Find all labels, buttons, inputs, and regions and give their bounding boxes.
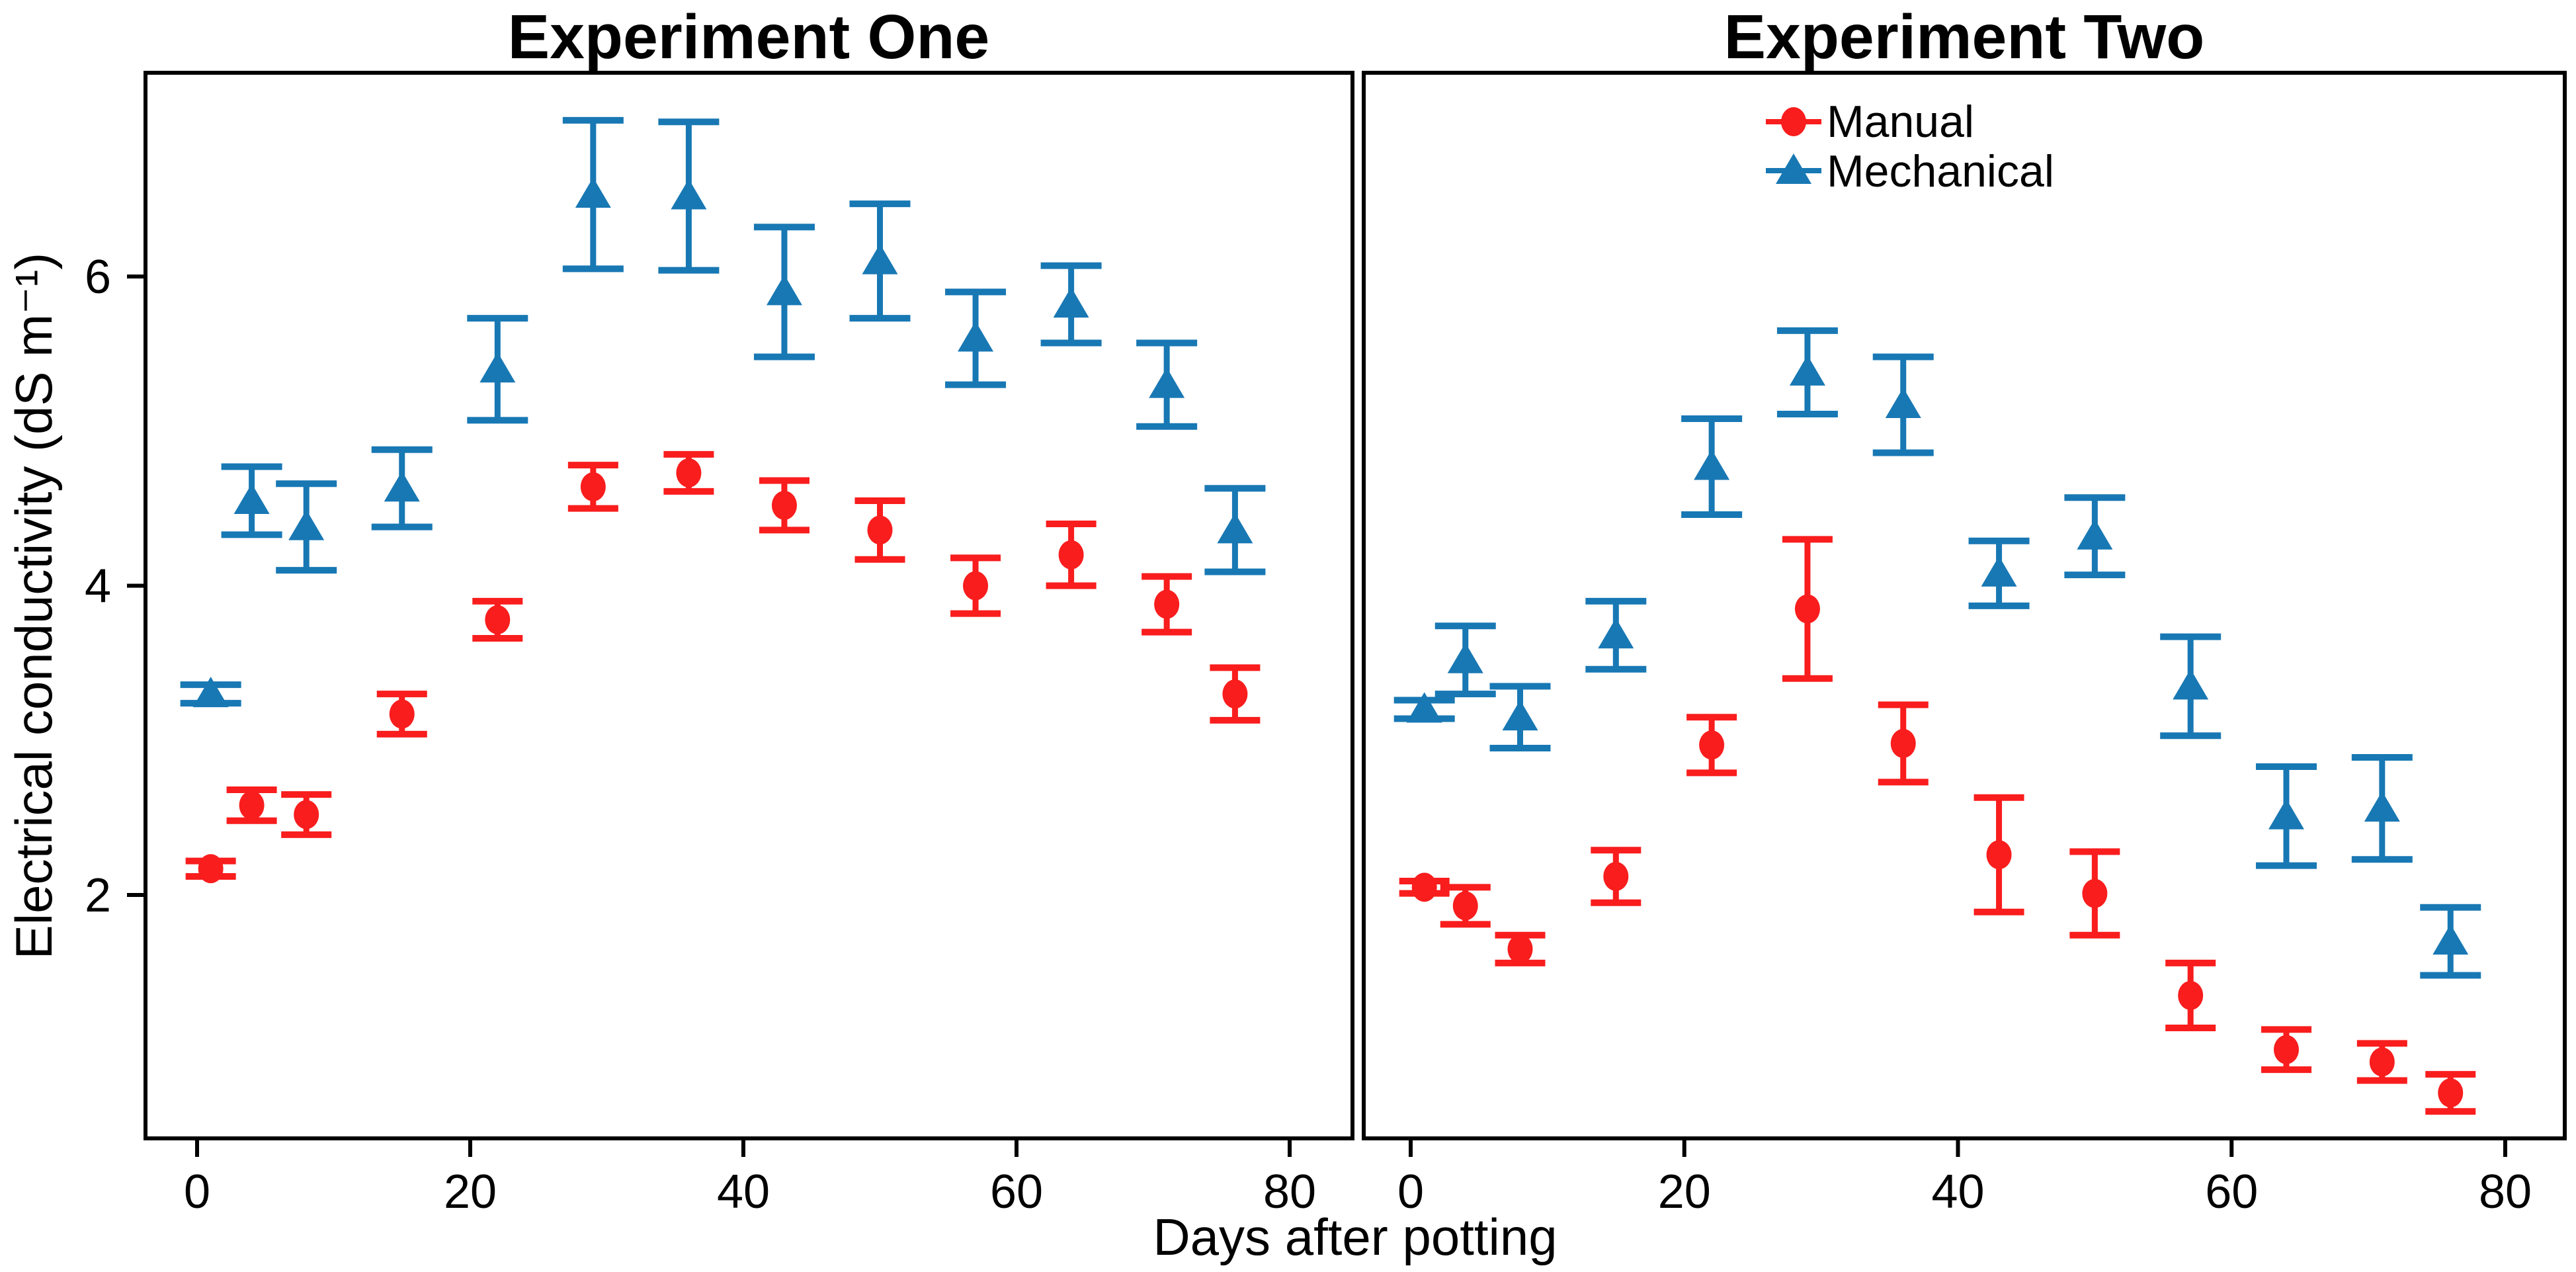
data-point-experiment-two-manual [1794,594,1820,624]
x-tick-label: 20 [444,1166,497,1218]
data-point-experiment-two-mechanical [1406,692,1442,723]
data-point-experiment-one-mechanical [862,243,898,275]
y-tick-label: 2 [85,869,111,922]
data-point-experiment-two-manual [2438,1078,2464,1108]
data-point-experiment-one-manual [389,699,415,729]
data-point-experiment-two-mechanical [2077,519,2113,550]
data-point-experiment-one-mechanical [671,179,707,210]
data-point-experiment-one-manual [1154,589,1180,619]
data-point-experiment-two-mechanical [2173,669,2209,700]
x-tick-label: 80 [2479,1166,2532,1218]
data-point-experiment-one-manual [771,490,797,520]
data-point-experiment-one-mechanical [233,483,270,514]
data-point-experiment-two-mechanical [1447,642,1483,673]
legend-key-marker-mechanical [1776,153,1811,184]
data-point-experiment-two-manual [2274,1035,2299,1064]
data-point-experiment-two-mechanical [1598,618,1634,649]
panel-border-experiment-two [1362,71,2567,1140]
data-point-experiment-two-mechanical [1885,388,1921,419]
data-point-experiment-one-mechanical [479,352,516,383]
x-tick-label: 0 [184,1166,210,1218]
legend-label-manual: Manual [1827,97,1974,147]
data-point-experiment-two-manual [2082,878,2108,908]
data-point-experiment-one-mechanical [288,509,325,540]
data-point-experiment-two-manual [1507,934,1533,964]
data-point-experiment-two-manual [2369,1047,2395,1077]
data-point-experiment-two-mechanical [2432,924,2469,955]
data-point-experiment-one-mechanical [1053,287,1089,318]
data-point-experiment-two-manual [1699,730,1725,760]
x-tick-label: 80 [1263,1166,1316,1218]
panel-border-experiment-one [144,71,1354,1140]
y-tick-label: 4 [85,560,111,613]
data-point-experiment-one-manual [1058,540,1084,570]
data-point-experiment-one-manual [1222,679,1248,709]
data-point-experiment-two-mechanical [2364,791,2400,822]
data-point-experiment-one-mechanical [192,677,229,708]
x-tick-label: 60 [990,1166,1043,1218]
data-point-experiment-two-manual [1986,840,2012,870]
data-point-experiment-one-manual [580,472,606,501]
data-point-experiment-two-manual [1452,891,1478,921]
data-point-experiment-one-mechanical [1149,367,1185,398]
data-point-experiment-one-manual [485,605,511,634]
x-tick-label: 40 [1931,1166,1984,1218]
legend-key-marker-manual [1781,107,1806,136]
data-point-experiment-one-mechanical [958,321,994,352]
panel-title-experiment-one: Experiment One [508,2,990,72]
x-axis-title: Days after potting [1153,1208,1557,1266]
data-point-experiment-two-mechanical [1789,355,1825,386]
data-point-experiment-one-manual [294,800,319,829]
data-point-experiment-one-mechanical [1217,513,1253,544]
data-point-experiment-two-mechanical [1694,449,1730,480]
data-point-experiment-one-mechanical [384,471,420,502]
data-point-experiment-two-mechanical [1502,700,1538,731]
x-tick-label: 20 [1658,1166,1711,1218]
data-point-experiment-two-manual [1603,861,1629,891]
x-tick-label: 0 [1397,1166,1424,1218]
x-tick-label: 60 [2205,1166,2258,1218]
data-point-experiment-two-manual [1890,728,1916,758]
data-point-experiment-one-mechanical [766,275,802,306]
data-point-experiment-one-manual [963,571,989,601]
data-point-experiment-one-manual [867,515,893,545]
y-tick-label: 6 [85,251,111,304]
data-point-experiment-two-mechanical [1981,556,2017,587]
data-point-experiment-one-manual [676,458,702,488]
legend-label-mechanical: Mechanical [1827,146,2054,196]
data-point-experiment-one-manual [239,790,265,820]
data-point-experiment-two-manual [2178,980,2204,1010]
x-tick-label: 40 [717,1166,770,1218]
data-point-experiment-two-manual [1411,872,1437,902]
panel-title-experiment-two: Experiment Two [1724,2,2205,72]
data-point-experiment-two-mechanical [2268,798,2304,829]
data-point-experiment-one-mechanical [575,177,611,208]
data-point-experiment-one-manual [198,854,224,884]
y-axis-title: Electrical conductivity (dS m⁻¹) [5,253,63,959]
